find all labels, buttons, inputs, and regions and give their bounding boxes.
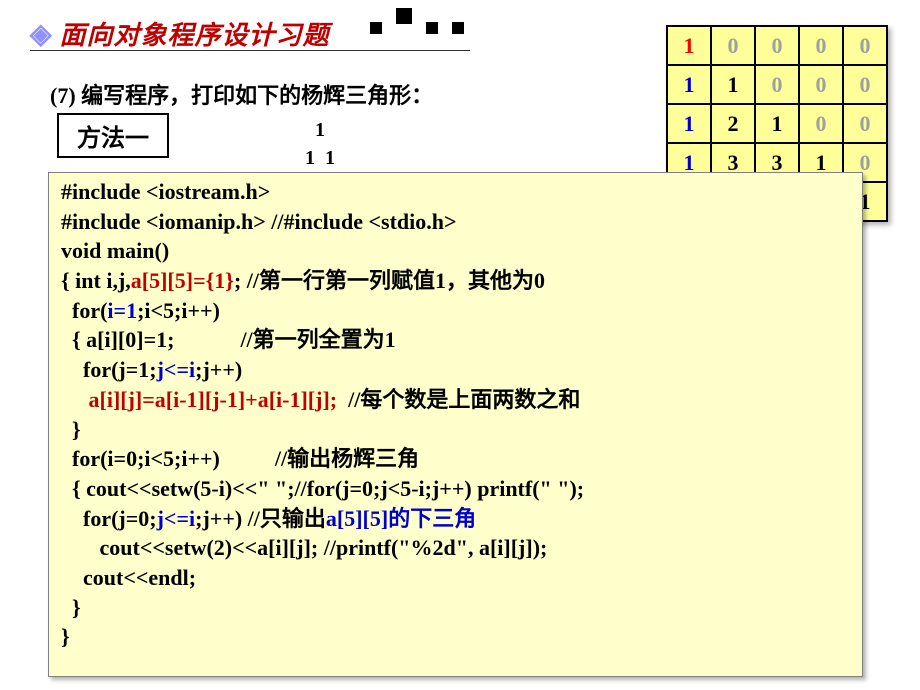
table-cell: 0	[755, 26, 799, 65]
code-line: cout<<setw(2)<<a[i][j]; //printf("%2d", …	[61, 533, 850, 563]
slide-title: 面向对象程序设计习题	[60, 15, 330, 52]
code-line: #include <iomanip.h> //#include <stdio.h…	[61, 207, 850, 237]
table-cell: 1	[755, 104, 799, 143]
code-line: { int i,j,a[5][5]={1}; //第一行第一列赋值1，其他为0	[61, 266, 850, 296]
header-underline	[30, 50, 470, 51]
table-cell: 2	[711, 104, 755, 143]
triangle-preview: 1 1 1	[280, 116, 360, 172]
table-cell: 0	[799, 65, 843, 104]
square-icon	[452, 22, 464, 34]
triangle-row: 1 1	[280, 144, 360, 172]
decorative-squares	[370, 20, 464, 36]
table-cell: 0	[843, 65, 887, 104]
code-line: void main()	[61, 236, 850, 266]
code-line: }	[61, 593, 850, 623]
code-line: cout<<endl;	[61, 563, 850, 593]
square-icon	[426, 22, 438, 34]
code-line: #include <iostream.h>	[61, 177, 850, 207]
code-line: for(i=1;i<5;i++)	[61, 296, 850, 326]
diamond-arrow-icon: ◈	[30, 17, 52, 51]
table-cell: 1	[667, 26, 711, 65]
table-cell: 0	[843, 26, 887, 65]
table-cell: 0	[755, 65, 799, 104]
table-cell: 1	[667, 65, 711, 104]
table-cell: 1	[711, 65, 755, 104]
method-label: 方法一	[57, 113, 169, 158]
slide-header: ◈ 面向对象程序设计习题	[30, 15, 330, 52]
table-cell: 0	[799, 104, 843, 143]
table-cell: 0	[711, 26, 755, 65]
code-line: }	[61, 415, 850, 445]
square-icon	[370, 22, 382, 34]
code-line: for(j=0;j<=i;j++) //只输出a[5][5]的下三角	[61, 504, 850, 534]
table-cell: 0	[799, 26, 843, 65]
code-line: for(j=1;j<=i;j++)	[61, 355, 850, 385]
square-icon	[396, 8, 412, 24]
table-cell: 1	[667, 104, 711, 143]
table-cell: 0	[843, 104, 887, 143]
triangle-row: 1	[280, 116, 360, 144]
code-line: }	[61, 622, 850, 652]
code-line: { a[i][0]=1; //第一列全置为1	[61, 325, 850, 355]
code-line: a[i][j]=a[i-1][j-1]+a[i-1][j]; //每个数是上面两…	[61, 385, 850, 415]
code-line: { cout<<setw(5-i)<<" ";//for(j=0;j<5-i;j…	[61, 474, 850, 504]
code-block: #include <iostream.h> #include <iomanip.…	[48, 172, 863, 677]
question-text: (7) 编写程序，打印如下的杨辉三角形：	[50, 78, 433, 110]
code-line: for(i=0;i<5;i++) //输出杨辉三角	[61, 444, 850, 474]
